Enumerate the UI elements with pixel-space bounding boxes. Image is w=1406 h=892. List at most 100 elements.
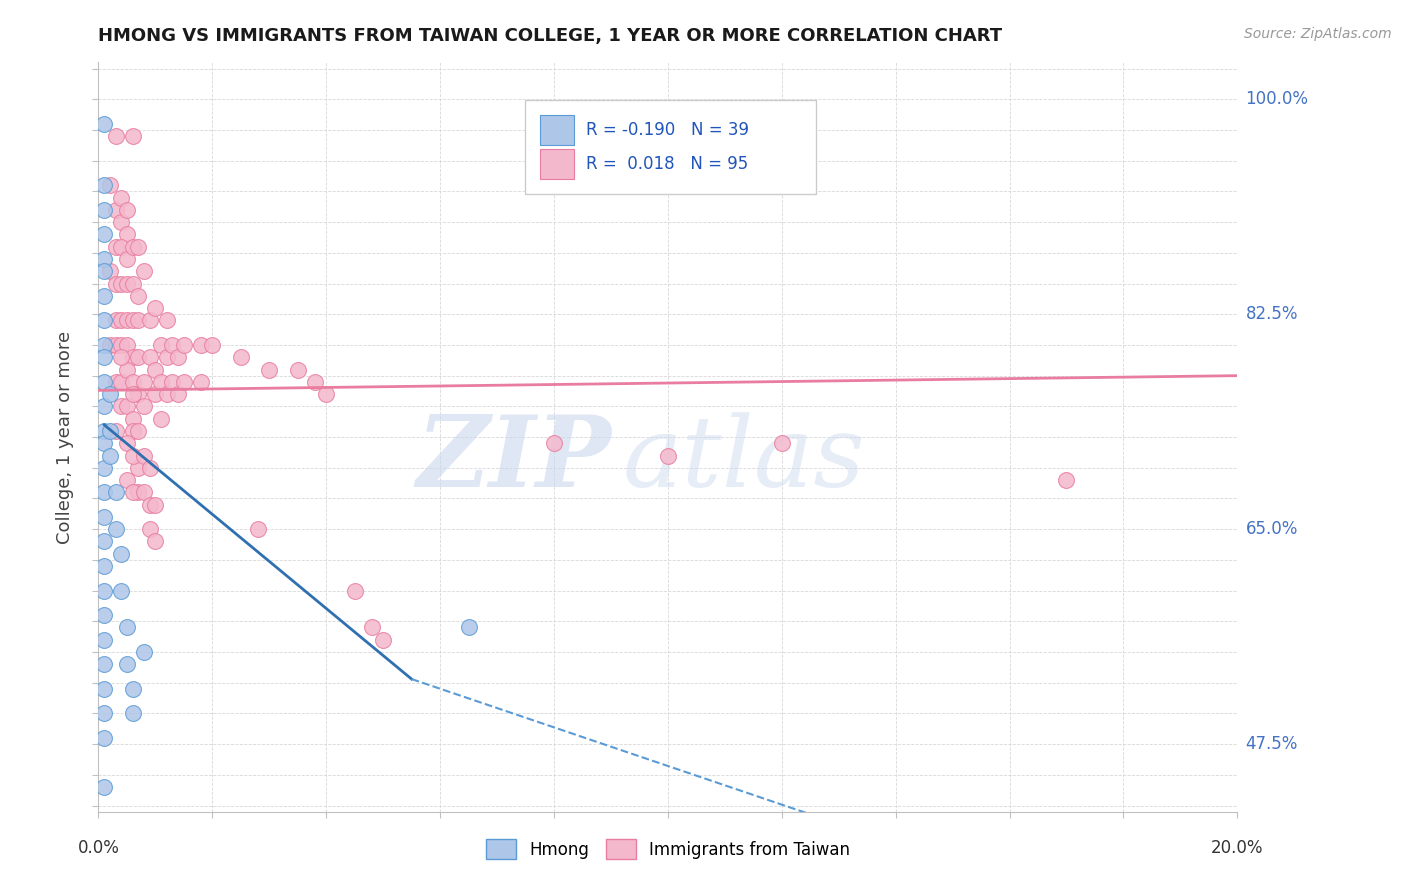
- Point: [138, 460, 160, 475]
- Point: [93, 313, 115, 327]
- Point: [104, 313, 127, 327]
- Point: [127, 485, 149, 500]
- Point: [121, 277, 143, 291]
- Point: [110, 583, 132, 598]
- Text: R =  0.018   N = 95: R = 0.018 N = 95: [586, 154, 748, 172]
- Point: [93, 264, 115, 278]
- Point: [104, 424, 127, 438]
- Point: [93, 632, 115, 647]
- Point: [121, 424, 143, 438]
- Point: [132, 449, 155, 463]
- Point: [343, 583, 366, 598]
- Point: [110, 547, 132, 561]
- Point: [110, 375, 132, 389]
- Point: [110, 190, 132, 204]
- Point: [150, 411, 173, 425]
- Point: [93, 178, 115, 193]
- Point: [121, 313, 143, 327]
- Point: [201, 338, 224, 352]
- Point: [93, 780, 115, 794]
- Point: [93, 485, 115, 500]
- Text: 65.0%: 65.0%: [1246, 520, 1298, 538]
- Point: [246, 522, 269, 536]
- Point: [110, 400, 132, 414]
- Point: [98, 338, 121, 352]
- Point: [145, 387, 167, 401]
- Point: [93, 559, 115, 574]
- Point: [156, 350, 179, 364]
- Point: [173, 338, 195, 352]
- Point: [121, 350, 143, 364]
- Point: [98, 264, 121, 278]
- Point: [1056, 473, 1078, 487]
- Point: [98, 387, 121, 401]
- Point: [259, 362, 281, 376]
- Point: [93, 338, 115, 352]
- Point: [127, 313, 149, 327]
- Point: [167, 387, 190, 401]
- Point: [115, 657, 138, 672]
- Point: [190, 375, 212, 389]
- Y-axis label: College, 1 year or more: College, 1 year or more: [56, 331, 75, 543]
- Point: [287, 362, 309, 376]
- Point: [115, 277, 138, 291]
- Point: [93, 227, 115, 242]
- Point: [145, 362, 167, 376]
- Point: [127, 387, 149, 401]
- Text: 20.0%: 20.0%: [1211, 839, 1264, 857]
- Point: [110, 240, 132, 254]
- Point: [132, 264, 155, 278]
- Point: [93, 436, 115, 450]
- Point: [93, 252, 115, 266]
- Point: [121, 411, 143, 425]
- Point: [104, 277, 127, 291]
- Point: [138, 313, 160, 327]
- Text: Source: ZipAtlas.com: Source: ZipAtlas.com: [1244, 27, 1392, 41]
- Point: [110, 350, 132, 364]
- Point: [93, 706, 115, 721]
- Point: [543, 436, 565, 450]
- Point: [121, 485, 143, 500]
- Point: [127, 460, 149, 475]
- Text: ZIP: ZIP: [416, 411, 612, 508]
- Point: [93, 731, 115, 745]
- Point: [104, 129, 127, 144]
- Point: [93, 350, 115, 364]
- Point: [145, 301, 167, 315]
- Point: [115, 227, 138, 242]
- Point: [93, 583, 115, 598]
- Point: [138, 522, 160, 536]
- Point: [138, 350, 160, 364]
- Point: [93, 534, 115, 549]
- Point: [156, 313, 179, 327]
- Point: [115, 473, 138, 487]
- Point: [104, 338, 127, 352]
- Point: [93, 681, 115, 696]
- Point: [104, 522, 127, 536]
- Point: [110, 215, 132, 229]
- Point: [104, 202, 127, 217]
- Point: [110, 338, 132, 352]
- Point: [115, 338, 138, 352]
- Point: [132, 400, 155, 414]
- Point: [93, 289, 115, 303]
- Point: [145, 534, 167, 549]
- Point: [98, 178, 121, 193]
- Point: [138, 498, 160, 512]
- Point: [121, 387, 143, 401]
- Point: [132, 375, 155, 389]
- Point: [93, 460, 115, 475]
- Point: [162, 375, 184, 389]
- Text: atlas: atlas: [623, 412, 865, 508]
- Text: 82.5%: 82.5%: [1246, 305, 1298, 323]
- Point: [457, 620, 479, 634]
- Point: [132, 645, 155, 659]
- Point: [93, 657, 115, 672]
- Point: [93, 424, 115, 438]
- Point: [657, 449, 679, 463]
- Point: [162, 338, 184, 352]
- Point: [93, 400, 115, 414]
- Point: [115, 202, 138, 217]
- Point: [93, 202, 115, 217]
- Point: [104, 375, 127, 389]
